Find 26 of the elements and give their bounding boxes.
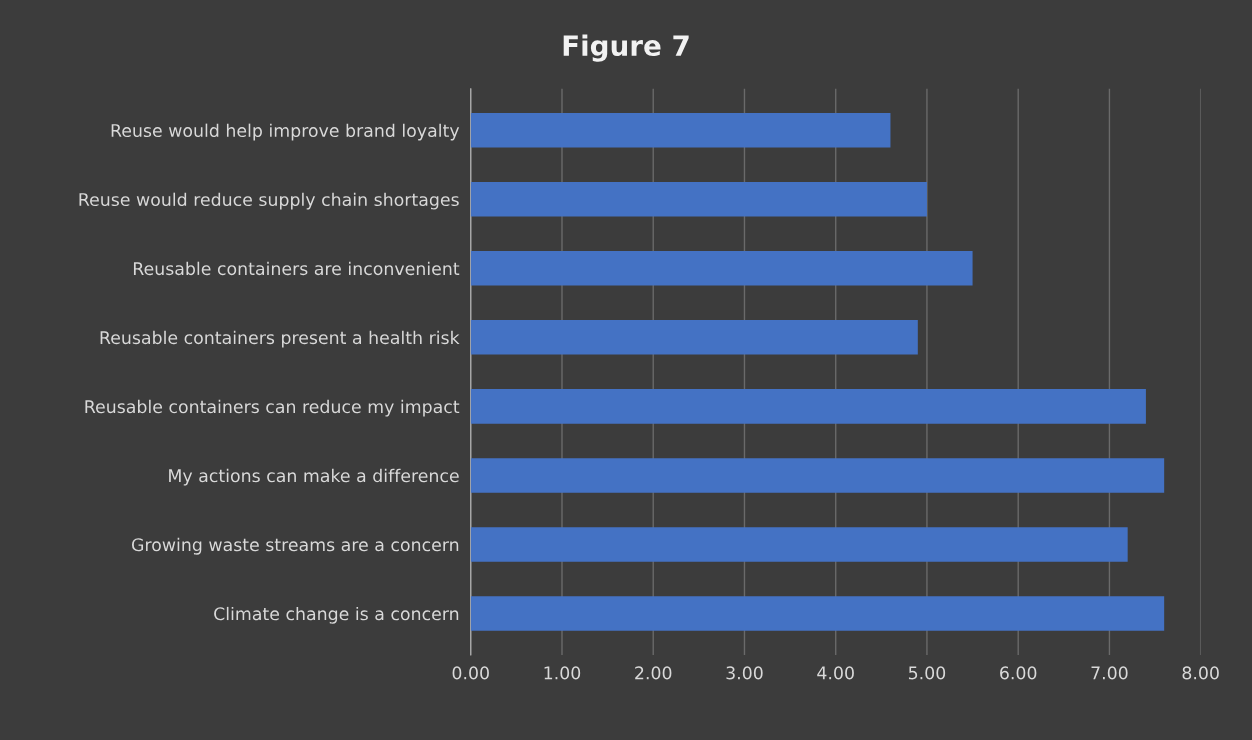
y-tick-label: Reuse would help improve brand loyalty: [111, 123, 460, 141]
x-tick-label: 0.00: [452, 666, 489, 680]
bar: [470, 112, 891, 148]
chart-title: Figure 7: [563, 34, 689, 62]
bar: [470, 320, 918, 355]
x-tick-label: 1.00: [544, 666, 581, 680]
x-tick-label: 5.00: [908, 666, 946, 680]
x-tick-label: 2.00: [635, 666, 672, 680]
y-tick-label: Reusable containers can reduce my impact: [85, 399, 460, 417]
x-tick-label: 8.00: [1182, 666, 1219, 680]
bar: [470, 596, 1165, 631]
y-tick-label: Reusable containers present a health risk: [100, 330, 460, 348]
x-tick-label: 6.00: [1000, 666, 1037, 680]
x-tick-label: 3.00: [726, 666, 763, 680]
bar: [470, 389, 1146, 424]
y-tick-label: Reusable containers are inconvenient: [133, 261, 460, 276]
bar: [470, 458, 1165, 493]
x-tick-label: 4.00: [817, 666, 854, 680]
y-tick-label: Climate change is a concern: [214, 606, 459, 624]
x-tick-label: 7.00: [1091, 666, 1128, 680]
y-tick-label: Reuse would reduce supply chain shortages: [79, 192, 459, 210]
y-tick-label: My actions can make a difference: [169, 468, 459, 486]
bar: [470, 251, 973, 286]
y-tick-label: Growing waste streams are a concern: [131, 537, 459, 555]
bar: [470, 182, 927, 217]
bar: [470, 527, 1128, 562]
